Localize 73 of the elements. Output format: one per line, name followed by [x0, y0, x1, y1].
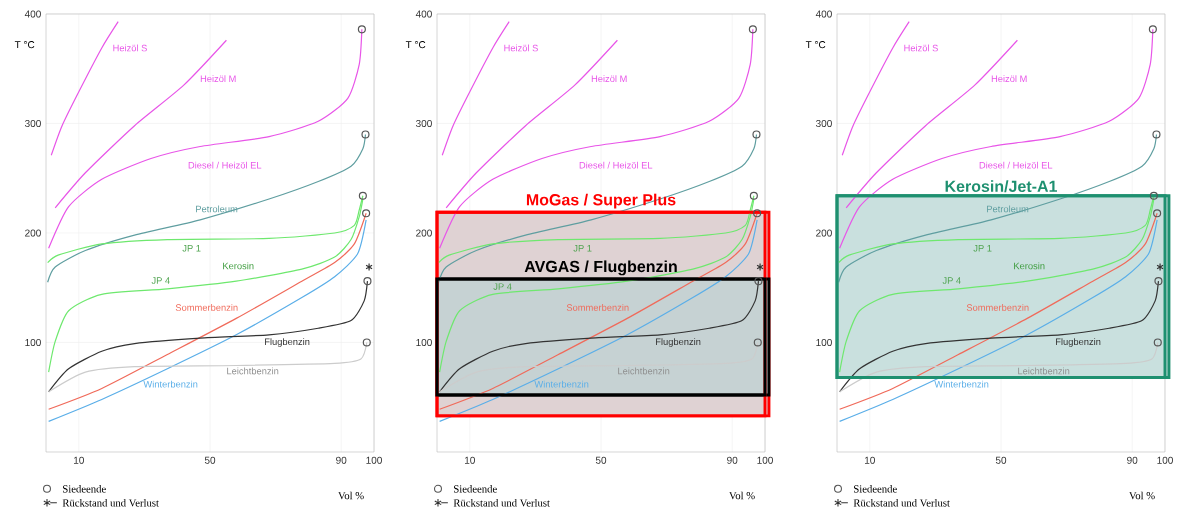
y-tick-label: 300 — [24, 119, 41, 128]
series-label: Heizöl M — [200, 75, 236, 83]
line-series — [438, 133, 758, 283]
series-label: Heizöl M — [591, 75, 627, 83]
series-label: Petroleum — [987, 205, 1029, 213]
y-tick-label: 200 — [25, 229, 41, 237]
x-tick-label: 100 — [757, 456, 773, 464]
legend-label: Siedeende — [454, 485, 497, 493]
x-tick-label: 50 — [595, 456, 607, 464]
x-tick-label: 10 — [864, 456, 875, 464]
legend-label: Rückstand und Verlust — [62, 499, 159, 507]
line-series — [838, 133, 1158, 283]
series-label: JP 4 — [493, 283, 512, 290]
legend-label: Rückstand und Verlust — [853, 499, 950, 507]
series-label: Winterbenzin — [143, 380, 198, 388]
series-label: Sommerbenzin — [966, 304, 1029, 311]
annotation: Kerosin — [1014, 262, 1045, 270]
x-axis-title: Vol % — [729, 491, 755, 500]
y-tick-label: 300 — [415, 119, 432, 128]
y-tick-label: 400 — [24, 10, 41, 18]
x-tick-label: 90 — [336, 456, 347, 464]
x-tick-label: 10 — [74, 456, 84, 464]
series-label: JP 1 — [573, 245, 592, 252]
x-tick-label: 100 — [1157, 456, 1173, 464]
x-tick-label: 90 — [1127, 456, 1138, 464]
series-label: Heizöl S — [504, 44, 538, 52]
x-tick-label: 10 — [465, 456, 475, 464]
x-tick-label: 100 — [366, 456, 382, 464]
series-label: Flugbenzin — [1056, 338, 1101, 347]
band-label: AVGAS / Flugbenzin — [524, 260, 677, 276]
series-label: Diesel / Heizöl EL — [188, 161, 262, 169]
legend-label: Siedeende — [854, 485, 897, 493]
series-label: Heizöl S — [904, 44, 938, 52]
y-tick-label: 100 — [416, 338, 432, 347]
series-label: Leichtbenzin — [227, 367, 279, 375]
legend-label: Siedeende — [63, 485, 106, 493]
x-axis-title: Vol % — [338, 491, 364, 500]
series-label: Flugbenzin — [265, 338, 310, 347]
series-label: Heizöl M — [991, 75, 1027, 83]
legend-label: Rückstand und Verlust — [453, 499, 550, 507]
y-tick-label: 300 — [815, 119, 832, 128]
series-label: Diesel / Heizöl EL — [579, 161, 653, 169]
y-tick-label: 200 — [816, 229, 832, 237]
y-tick-label: 100 — [816, 338, 832, 347]
y-tick-label: 200 — [416, 229, 432, 237]
series-label: Leichtbenzin — [1018, 367, 1070, 375]
band-label: Kerosin/Jet-A1 — [945, 180, 1057, 193]
y-axis-title: T °C — [405, 41, 426, 49]
x-tick-label: 90 — [727, 456, 738, 464]
series-label: Heizöl S — [113, 44, 147, 52]
series-label: Sommerbenzin — [566, 304, 629, 311]
y-axis-title: T °C — [14, 41, 35, 49]
series-label: Winterbenzin — [534, 380, 589, 388]
series-label: JP 1 — [182, 245, 201, 252]
series-label: Leichtbenzin — [618, 367, 670, 375]
series-label: Flugbenzin — [656, 338, 701, 347]
series-label: Diesel / Heizöl EL — [979, 161, 1053, 169]
line-series — [48, 198, 364, 373]
y-tick-label: 400 — [815, 10, 832, 18]
x-tick-label: 50 — [995, 456, 1007, 464]
y-tick-label: 100 — [25, 338, 41, 347]
series-label: Winterbenzin — [934, 380, 989, 388]
y-tick-label: 400 — [415, 10, 432, 18]
series-label: Sommerbenzin — [175, 304, 238, 311]
y-axis-title: T °C — [805, 41, 826, 49]
series-label: Petroleum — [196, 205, 238, 213]
series-label: JP 1 — [973, 245, 992, 252]
series-label: JP 4 — [151, 277, 170, 284]
x-axis-title: Vol % — [1129, 491, 1155, 500]
annotation: Kerosin — [223, 262, 254, 270]
series-label: JP 4 — [942, 277, 961, 284]
line-series — [47, 133, 367, 283]
x-tick-label: 50 — [204, 456, 216, 464]
